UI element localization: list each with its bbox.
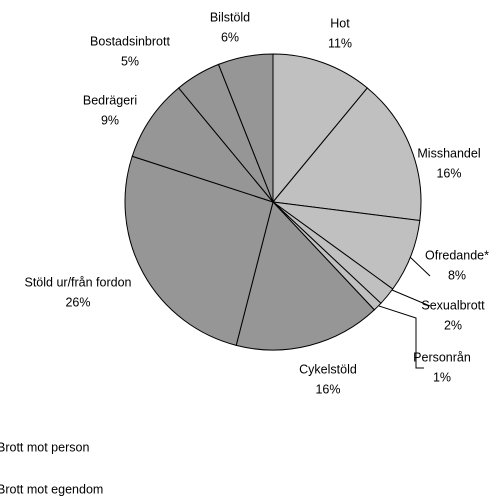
slice-label: Bedrägeri bbox=[83, 93, 137, 107]
pie-slice bbox=[124, 155, 274, 346]
slice-value-label: 1% bbox=[433, 370, 451, 384]
legend-label: Brott mot egendom bbox=[0, 482, 103, 496]
slice-label: Cykelstöld bbox=[299, 362, 357, 376]
leader-line bbox=[391, 289, 431, 307]
slice-label: Sexualbrott bbox=[421, 298, 485, 312]
slice-label: Bilstöld bbox=[210, 10, 250, 24]
pie-slice bbox=[235, 200, 376, 351]
slice-label: Misshandel bbox=[417, 146, 480, 160]
slice-value-label: 5% bbox=[121, 54, 139, 68]
pie-slice bbox=[217, 53, 274, 203]
slice-label: Ofredande* bbox=[425, 248, 489, 262]
slice-value-label: 2% bbox=[444, 318, 462, 332]
slice-label: Hot bbox=[330, 16, 350, 30]
slice-label: Personrån bbox=[413, 350, 471, 364]
slice-label: Bostadsinbrott bbox=[90, 34, 170, 48]
leader-line bbox=[378, 305, 424, 369]
slice-value-label: 6% bbox=[221, 30, 239, 44]
pie-slice bbox=[272, 87, 422, 222]
slice-value-label: 16% bbox=[436, 166, 461, 180]
slice-value-label: 11% bbox=[328, 36, 352, 50]
slice-label: Stöld ur/från fordon bbox=[24, 275, 131, 289]
slice-value-label: 9% bbox=[101, 113, 119, 127]
leader-line bbox=[409, 256, 431, 277]
legend-label: Brott mot person bbox=[0, 440, 89, 454]
pie-slice bbox=[272, 53, 369, 204]
slice-value-label: 26% bbox=[65, 295, 90, 309]
slice-value-label: 8% bbox=[448, 268, 466, 282]
pie-slice bbox=[131, 87, 275, 204]
slice-value-label: 16% bbox=[315, 382, 340, 396]
